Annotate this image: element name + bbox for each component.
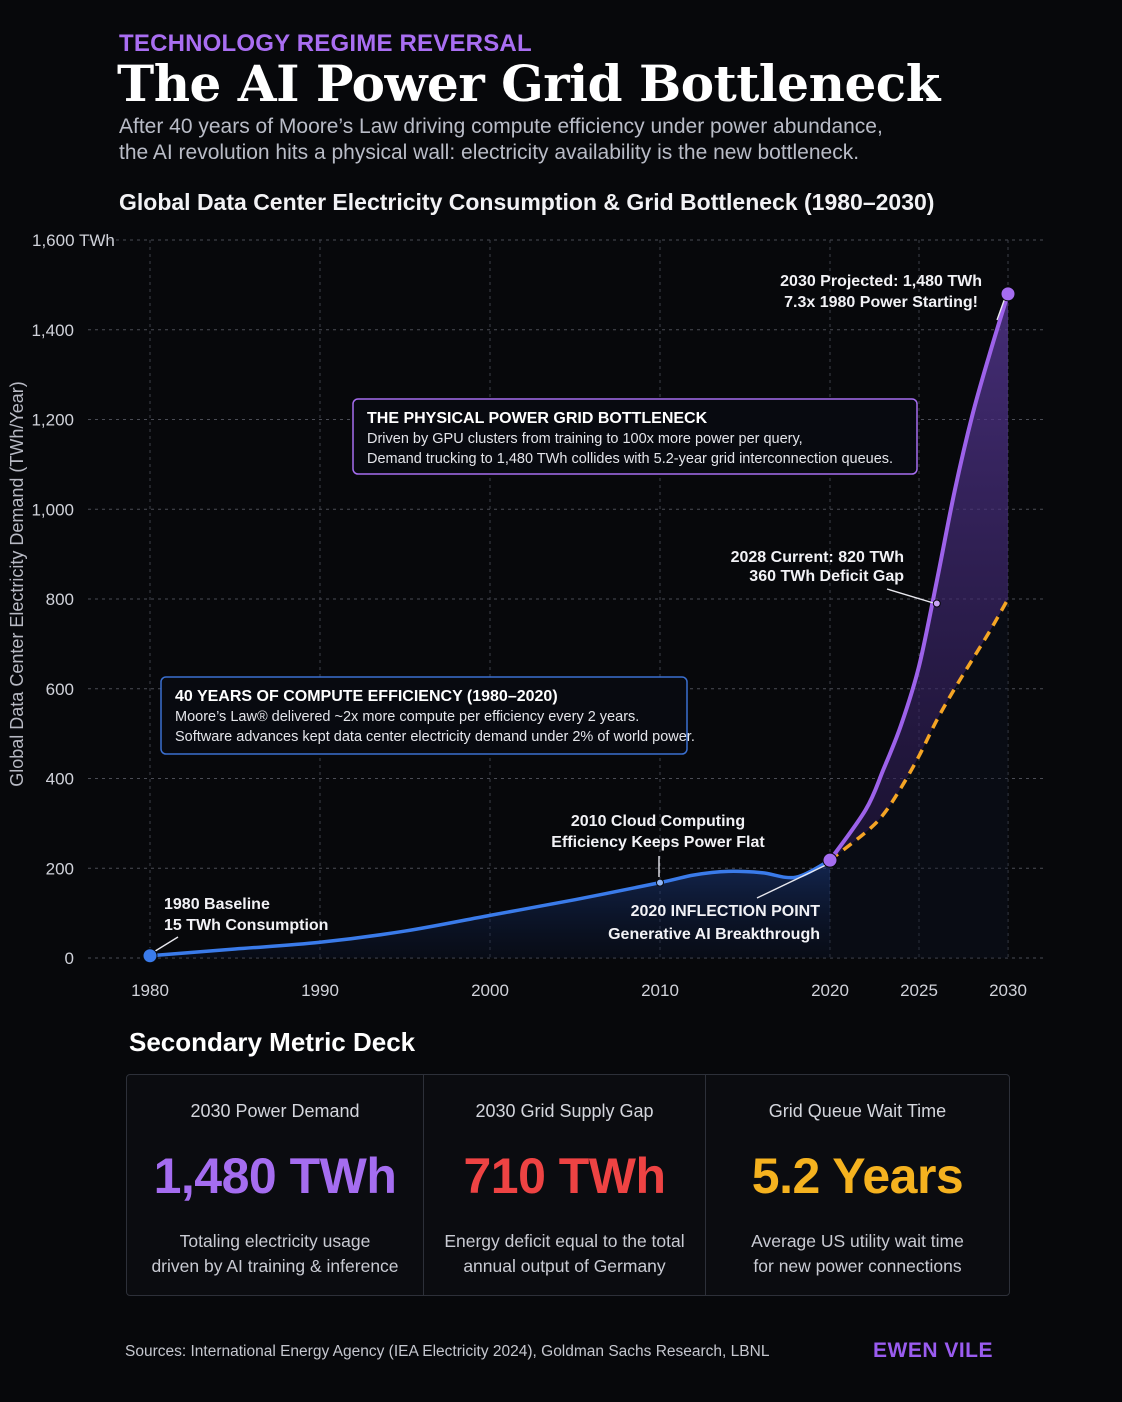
metric-card-queue: Grid Queue Wait Time 5.2 Years Average U… bbox=[706, 1075, 1009, 1295]
x-tick-label: 1990 bbox=[301, 981, 339, 1000]
annotation-leader bbox=[886, 588, 941, 606]
data-point bbox=[656, 878, 664, 887]
bottleneck-callout-box bbox=[352, 398, 918, 475]
x-tick-label: 2030 bbox=[989, 981, 1027, 1000]
y-tick-label: 1,200 bbox=[31, 411, 74, 430]
annotation-baseline: 15 TWh Consumption bbox=[164, 917, 328, 934]
deck-title: Secondary Metric Deck bbox=[129, 1027, 416, 1057]
description-line: Totaling electricity usage bbox=[179, 1231, 371, 1251]
ai-demand-line bbox=[828, 291, 1010, 863]
x-tick-label: 1980 bbox=[131, 981, 169, 1000]
y-tick-label: 600 bbox=[46, 680, 74, 699]
y-tick-label: 1,400 bbox=[31, 321, 74, 340]
sources-note: Sources: International Energy Agency (IE… bbox=[125, 1343, 770, 1360]
y-tick-label: 200 bbox=[46, 859, 74, 878]
metric-card-value: 1,480 TWh bbox=[153, 1148, 397, 1204]
annotation-cloud: 2010 Cloud Computing bbox=[571, 813, 745, 830]
historical-line bbox=[148, 858, 832, 958]
x-tick-label: 2025 bbox=[900, 981, 938, 1000]
page-title: The AI Power Grid Bottleneck bbox=[117, 54, 940, 113]
metric-card-label: Grid Queue Wait Time bbox=[768, 1101, 947, 1121]
efficiency-callout-title: 40 YEARS OF COMPUTE EFFICIENCY (1980–202… bbox=[175, 688, 558, 705]
annotation-inflection: Generative AI Breakthrough bbox=[608, 926, 820, 943]
data-point bbox=[822, 852, 838, 868]
description-line: Energy deficit equal to the total bbox=[444, 1231, 685, 1251]
y-tick-label: 1,600 TWh bbox=[32, 231, 115, 250]
x-tick-label: 2000 bbox=[471, 981, 509, 1000]
description-line: annual output of Germany bbox=[463, 1256, 666, 1276]
metric-card-value: 5.2 Years bbox=[751, 1148, 964, 1204]
annotation-cloud: Efficiency Keeps Power Flat bbox=[551, 834, 765, 851]
annotation-current: 360 TWh Deficit Gap bbox=[749, 568, 904, 585]
chart-title: Global Data Center Electricity Consumpti… bbox=[119, 189, 935, 215]
bottleneck-callout-line: Demand trucking to 1,480 TWh collides wi… bbox=[367, 451, 893, 467]
metric-card-value: 710 TWh bbox=[463, 1148, 666, 1204]
y-tick-label: 0 bbox=[65, 949, 74, 968]
description-line: Average US utility wait time bbox=[751, 1231, 964, 1251]
data-point bbox=[1000, 286, 1016, 302]
annotation-leader bbox=[151, 936, 179, 954]
y-axis-label: Global Data Center Electricity Demand (T… bbox=[7, 381, 27, 786]
x-tick-label: 2010 bbox=[641, 981, 679, 1000]
efficiency-callout-line: Software advances kept data center elect… bbox=[175, 729, 695, 745]
eyebrow-label: TECHNOLOGY REGIME REVERSAL bbox=[119, 30, 532, 57]
y-tick-label: 400 bbox=[46, 770, 74, 789]
annotation-baseline: 1980 Baseline bbox=[164, 896, 270, 913]
efficiency-callout-line: Moore’s Law® delivered ~2x more compute … bbox=[175, 709, 639, 725]
metric-card-demand: 2030 Power Demand 1,480 TWh Totaling ele… bbox=[127, 1075, 424, 1295]
electricity-chart: 0 200 400 600 800 1,000 1,200 1,400 1,600 TWh 198… bbox=[7, 231, 1043, 1000]
description-line: driven by AI training & inference bbox=[151, 1256, 399, 1276]
efficiency-callout-box bbox=[160, 676, 688, 755]
annotation-current: 2028 Current: 820 TWh bbox=[731, 549, 904, 566]
data-point bbox=[932, 599, 941, 608]
x-tick-label: 2020 bbox=[811, 981, 849, 1000]
page-subtitle: After 40 years of Moore’s Law driving co… bbox=[119, 114, 999, 166]
brand-logo: EWEN VILE bbox=[873, 1339, 994, 1362]
metric-card-label: 2030 Grid Supply Gap bbox=[475, 1101, 654, 1121]
metric-card-description: Energy deficit equal to the total annual… bbox=[434, 1229, 695, 1279]
deficit-gap-area bbox=[830, 293, 1008, 861]
annotation-inflection: 2020 INFLECTION POINT bbox=[631, 903, 821, 920]
metric-card-description: Totaling electricity usage driven by AI … bbox=[137, 1229, 413, 1279]
annotation-leader bbox=[756, 864, 827, 899]
bottleneck-callout-title: THE PHYSICAL POWER GRID BOTTLENECK bbox=[367, 410, 708, 427]
supply-area bbox=[830, 599, 1008, 958]
metric-card-label: 2030 Power Demand bbox=[190, 1101, 360, 1121]
bottleneck-callout-line: Driven by GPU clusters from training to … bbox=[367, 431, 803, 447]
annotation-projected: 2030 Projected: 1,480 TWh bbox=[780, 273, 982, 290]
subtitle-line-2: the AI revolution hits a physical wall: … bbox=[119, 141, 860, 164]
annotation-projected: 7.3x 1980 Power Starting! bbox=[784, 294, 978, 311]
metric-card-description: Average US utility wait time for new pow… bbox=[716, 1229, 999, 1279]
subtitle-line-1: After 40 years of Moore’s Law driving co… bbox=[119, 115, 883, 138]
metric-card-gap: 2030 Grid Supply Gap 710 TWh Energy defi… bbox=[424, 1075, 706, 1295]
description-line: for new power connections bbox=[753, 1256, 962, 1276]
metric-deck: 2030 Power Demand 1,480 TWh Totaling ele… bbox=[126, 1074, 1010, 1296]
y-tick-label: 1,000 bbox=[31, 500, 74, 519]
y-tick-label: 800 bbox=[46, 590, 74, 609]
data-point bbox=[142, 948, 158, 964]
grid-supply-line bbox=[828, 598, 1010, 862]
